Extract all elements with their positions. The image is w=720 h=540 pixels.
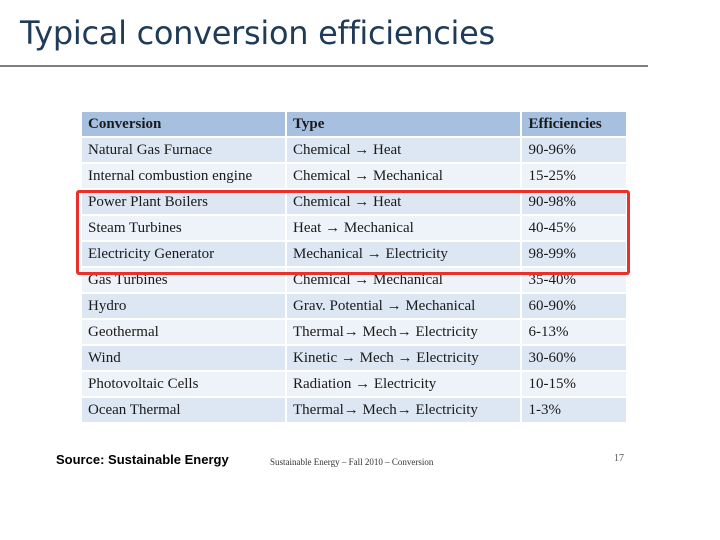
cell-type: Kinetic → Mech → Electricity [287,346,521,370]
cell-conversion: Steam Turbines [82,216,285,240]
table-row: Wind Kinetic → Mech → Electricity 30-60% [82,346,626,370]
cell-efficiency: 6-13% [522,320,626,344]
cell-type: Grav. Potential → Mechanical [287,294,521,318]
table-header-row: Conversion Type Efficiencies [82,112,626,136]
header-conversion: Conversion [82,112,285,136]
slide-footer: Sustainable Energy – Fall 2010 – Convers… [270,457,434,467]
cell-conversion: Ocean Thermal [82,398,285,422]
table-row: Photovoltaic Cells Radiation → Electricit… [82,372,626,396]
cell-type: Chemical → Heat [287,190,521,214]
table-body: Natural Gas Furnace Chemical → Heat 90-96%… [82,138,626,422]
cell-type: Chemical → Heat [287,138,521,162]
cell-conversion: Photovoltaic Cells [82,372,285,396]
title-divider [0,65,648,67]
table-row: Natural Gas Furnace Chemical → Heat 90-96% [82,138,626,162]
highlight-box [76,190,630,275]
efficiency-table-container: Conversion Type Efficiencies Natural Gas… [80,110,628,424]
cell-efficiency: 90-96% [522,138,626,162]
cell-type: Mechanical → Electricity [287,242,521,266]
cell-conversion: Electricity Generator [82,242,285,266]
cell-efficiency: 10-15% [522,372,626,396]
source-note: Source: Sustainable Energy [56,452,229,467]
table-row: Electricity Generator Mechanical → Electr… [82,242,626,266]
header-efficiencies: Efficiencies [522,112,626,136]
cell-efficiency: 40-45% [522,216,626,240]
cell-efficiency: 15-25% [522,164,626,188]
table-row: Steam Turbines Heat → Mechanical 40-45% [82,216,626,240]
source-label: Source: [56,452,105,467]
efficiency-table: Conversion Type Efficiencies Natural Gas… [80,110,628,424]
cell-conversion: Natural Gas Furnace [82,138,285,162]
table-row: Geothermal Thermal→ Mech→ Electricity 6-13… [82,320,626,344]
cell-type: Radiation → Electricity [287,372,521,396]
cell-conversion: Wind [82,346,285,370]
cell-conversion: Power Plant Boilers [82,190,285,214]
table-row: Power Plant Boilers Chemical → Heat 90-98% [82,190,626,214]
cell-efficiency: 60-90% [522,294,626,318]
table-row: Hydro Grav. Potential → Mechanical 60-90% [82,294,626,318]
cell-type: Chemical → Mechanical [287,164,521,188]
page-number: 17 [614,453,624,464]
cell-efficiency: 90-98% [522,190,626,214]
header-type: Type [287,112,521,136]
cell-efficiency: 98-99% [522,242,626,266]
cell-type: Thermal→ Mech→ Electricity [287,320,521,344]
cell-conversion: Hydro [82,294,285,318]
cell-type: Heat → Mechanical [287,216,521,240]
table-row: Ocean Thermal Thermal→ Mech→ Electricity 1… [82,398,626,422]
cell-conversion: Geothermal [82,320,285,344]
cell-efficiency: 1-3% [522,398,626,422]
page-title: Typical conversion efficiencies [20,14,495,52]
table-row: Internal combustion engine Chemical → Mec… [82,164,626,188]
source-text: Sustainable Energy [104,452,229,467]
cell-efficiency: 30-60% [522,346,626,370]
cell-conversion: Internal combustion engine [82,164,285,188]
cell-type: Thermal→ Mech→ Electricity [287,398,521,422]
